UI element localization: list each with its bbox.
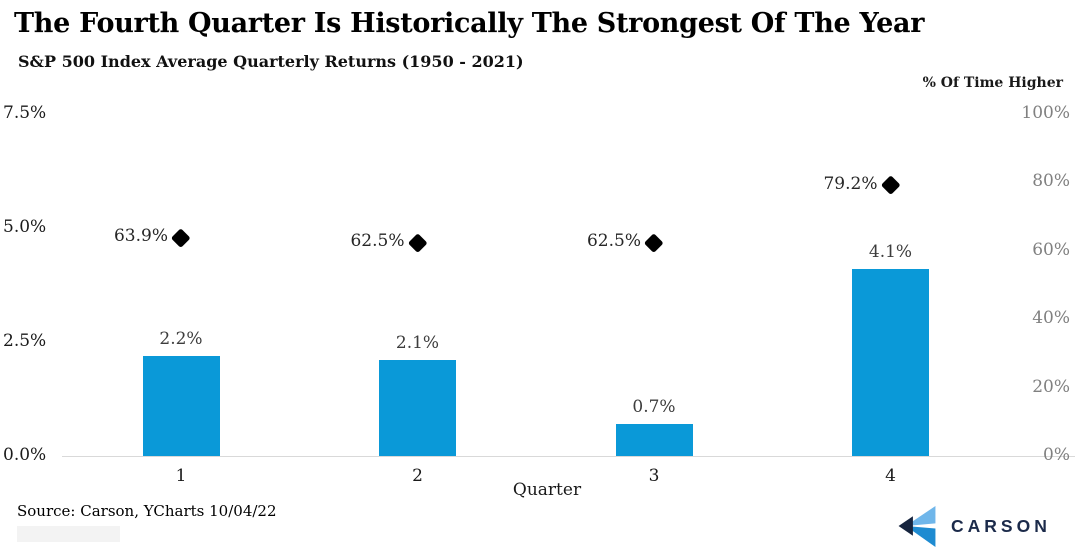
bar-value-label: 2.2% xyxy=(159,328,203,349)
chart-title: The Fourth Quarter Is Historically The S… xyxy=(14,8,925,39)
x-axis-title: Quarter xyxy=(512,480,582,500)
x-axis-line xyxy=(62,456,1075,457)
bar xyxy=(852,269,929,456)
diamond-icon xyxy=(880,175,901,195)
diamond-icon xyxy=(407,232,428,252)
bar-value-label: 4.1% xyxy=(868,242,913,263)
pct-time-higher-label: 62.5% xyxy=(350,231,405,252)
bar xyxy=(379,360,456,456)
right-axis-tick-label: 100% xyxy=(1021,103,1070,123)
left-axis-tick-label: 0.0% xyxy=(3,445,47,465)
x-tick-label: 2 xyxy=(412,466,423,486)
bar-value-label: 2.1% xyxy=(395,333,440,354)
x-tick-label: 3 xyxy=(648,466,660,486)
carson-logo-icon xyxy=(898,505,936,547)
right-axis-tick-label: 0% xyxy=(1043,445,1070,465)
left-axis-tick-label: 2.5% xyxy=(3,331,47,351)
bar xyxy=(142,355,220,456)
diamond-icon xyxy=(644,232,664,252)
right-axis-tick-label: 80% xyxy=(1032,171,1070,192)
source-note: Source: Carson, YCharts 10/04/22 xyxy=(17,502,277,520)
x-tick-label: 1 xyxy=(175,466,187,486)
bar-value-label: 0.7% xyxy=(632,397,676,418)
pct-time-higher-label: 63.9% xyxy=(113,226,168,247)
right-axis-tick-label: 40% xyxy=(1032,308,1070,329)
right-axis-title: % Of Time Higher xyxy=(922,75,1063,91)
left-axis-tick-label: 7.5% xyxy=(3,103,47,123)
bar xyxy=(615,424,693,456)
carson-logo: CARSON xyxy=(898,505,1051,547)
diamond-icon xyxy=(171,227,191,247)
pct-time-higher-label: 79.2% xyxy=(823,174,878,195)
carson-logo-text: CARSON xyxy=(951,515,1051,536)
right-axis-tick-label: 20% xyxy=(1032,376,1070,397)
watermark-box xyxy=(17,526,120,542)
pct-time-higher-label: 62.5% xyxy=(586,231,641,252)
x-tick-label: 4 xyxy=(885,466,896,486)
left-axis-tick-label: 5.0% xyxy=(3,217,47,237)
right-axis-tick-label: 60% xyxy=(1032,239,1070,260)
chart-subtitle: S&P 500 Index Average Quarterly Returns … xyxy=(18,52,524,71)
